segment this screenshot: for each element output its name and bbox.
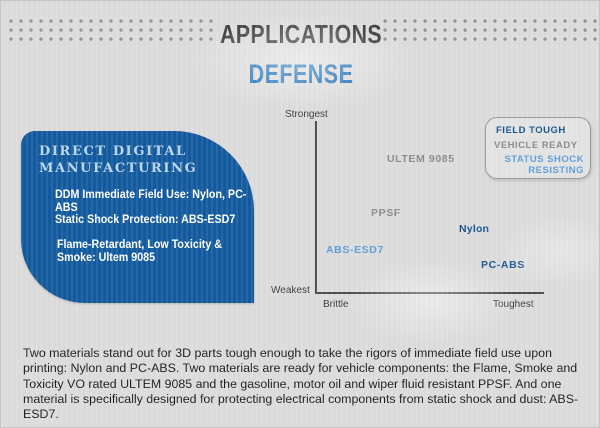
y-axis-min-label: Weakest: [271, 285, 310, 296]
ddm-bullet-static-shock: Static Shock Protection: ABS-ESD7: [55, 214, 236, 226]
legend-item-vehicle-ready: VEHICLE READY: [494, 140, 578, 151]
legend-item-field-tough: FIELD TOUGH: [496, 125, 566, 136]
data-point-pc-abs: PC-ABS: [481, 259, 525, 271]
x-axis-min-label: Brittle: [323, 299, 349, 310]
data-point-ppsf: PPSF: [371, 207, 401, 219]
data-point-ultem-9085: ULTEM 9085: [387, 153, 455, 165]
page-subtitle-defense: DEFENSE: [248, 59, 354, 89]
header: APPLICATIONS DEFENSE: [1, 1, 599, 101]
y-axis-max-label: Strongest: [285, 109, 328, 120]
page-title-applications: APPLICATIONS: [219, 19, 383, 49]
ddm-bullet-flame-retardant: Flame-Retardant, Low Toxicity & Smoke: U…: [57, 239, 223, 264]
data-point-abs-esd7: ABS-ESD7: [326, 244, 384, 256]
summary-paragraph: Two materials stand out for 3D parts tou…: [23, 346, 579, 422]
ddm-panel-heading: DIRECT DIGITAL MANUFACTURING: [39, 144, 198, 176]
chart-legend: FIELD TOUGH VEHICLE READY STATUS SHOCK R…: [485, 117, 591, 179]
legend-item-status-shock-resisting: STATUS SHOCK RESISTING: [504, 154, 584, 176]
chart-y-axis: [315, 121, 317, 294]
ddm-bullet-field-use: DDM Immediate Field Use: Nylon, PC-ABS: [55, 189, 247, 214]
data-point-nylon: Nylon: [459, 223, 490, 235]
materials-scatter-chart: Strongest Weakest Brittle Toughest ULTEM…: [271, 109, 596, 314]
dotted-grid-icon-left: [9, 19, 217, 44]
ddm-panel: DIRECT DIGITAL MANUFACTURING DDM Immedia…: [21, 131, 254, 303]
chart-x-axis: [315, 292, 544, 294]
dotted-grid-icon-right: [383, 19, 599, 44]
x-axis-max-label: Toughest: [493, 299, 534, 310]
